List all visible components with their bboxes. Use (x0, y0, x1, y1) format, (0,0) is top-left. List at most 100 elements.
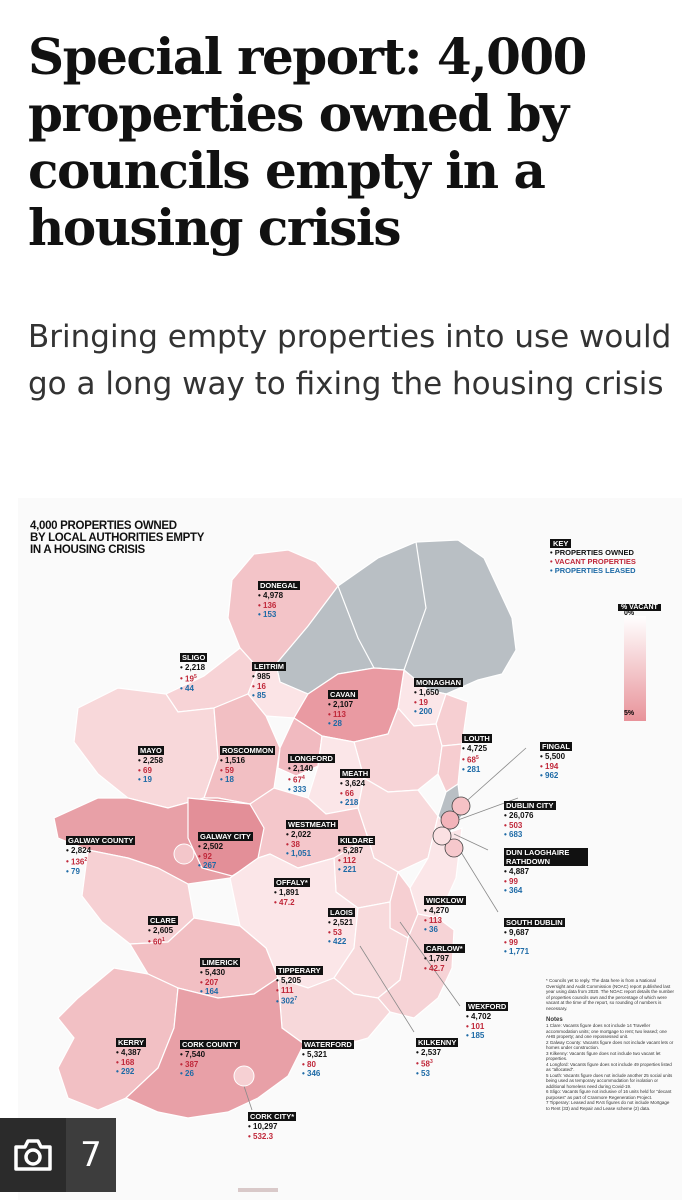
county-name: CARLOW* (424, 944, 465, 953)
county-label-tipperary: TIPPERARY5,2051113027 (276, 966, 323, 1006)
properties-leased-value: 44 (180, 684, 207, 694)
note-item: 2 Galway County: Vacants figure does not… (546, 1039, 674, 1051)
graphic-title-line: 4,000 PROPERTIES OWNED (30, 520, 177, 532)
properties-owned-value: 985 (252, 672, 286, 682)
vacant-properties-value: 583 (416, 1058, 458, 1069)
county-label-waterford: WATERFORD5,32180346 (302, 1040, 354, 1079)
county-name: WESTMEATH (286, 820, 338, 829)
county-name: CLARE (148, 916, 178, 925)
county-label-wexford: WEXFORD4,702101185 (466, 1002, 509, 1041)
article-headline: Special report: 4,000 properties owned b… (28, 27, 587, 257)
properties-leased-value: 85 (252, 691, 286, 701)
notes: * Councils yet to reply. The data here i… (546, 978, 674, 1111)
properties-owned-value: 4,702 (466, 1012, 508, 1022)
footnote-marker: 7 (294, 996, 298, 1002)
county-label-clare: CLARE2,605601 (148, 916, 178, 947)
vacant-properties-value: 685 (462, 754, 492, 765)
infographic[interactable]: 4,000 PROPERTIES OWNED BY LOCAL AUTHORIT… (18, 498, 682, 1200)
county-name: SOUTH DUBLIN (504, 918, 565, 927)
vacant-properties-value: 92 (198, 852, 253, 862)
note-item: 7 Tipperary: Leased and RAS figures do n… (546, 1100, 670, 1111)
county-name: MEATH (340, 769, 371, 778)
properties-owned-value: 5,500 (540, 752, 572, 762)
county-label-kildare: KILDARE5,287112221 (338, 836, 376, 875)
footnote-marker: 3 (429, 1058, 433, 1065)
vacant-properties-value: 136 (258, 601, 300, 611)
county-label-laois: LAOIS2,52153422 (328, 908, 355, 947)
properties-leased-value: 19 (138, 775, 164, 785)
properties-owned-value: 2,218 (180, 663, 207, 673)
notes-title: Notes (546, 1017, 563, 1023)
county-name: KILDARE (338, 836, 376, 845)
county-name: KILKENNY (416, 1038, 459, 1047)
properties-owned-value: 7,540 (180, 1050, 240, 1060)
properties-leased-value: 422 (328, 937, 355, 947)
vacant-properties-value: 111 (276, 986, 323, 996)
vacant-properties-value: 387 (180, 1060, 240, 1070)
article-subheadline: Bringing empty properties into use would… (28, 319, 672, 402)
county-name: KERRY (116, 1038, 146, 1047)
footnote-marker: 4 (301, 774, 305, 781)
properties-owned-value: 5,287 (338, 846, 375, 856)
properties-leased-value: 333 (288, 785, 335, 795)
county-name: OFFALY* (274, 878, 310, 887)
county-label-kerry: KERRY4,387168292 (116, 1038, 146, 1077)
vacant-properties-value: 99 (504, 938, 565, 948)
properties-leased-value: 267 (198, 861, 253, 871)
county-label-donegal: DONEGAL4,978136153 (258, 581, 300, 620)
footnote-marker: 5 (475, 754, 479, 761)
properties-owned-value: 4,387 (116, 1048, 146, 1058)
vacant-properties-value: 601 (148, 936, 178, 947)
county-name: CAVAN (328, 690, 358, 699)
vacant-properties-value: 53 (328, 928, 355, 938)
properties-leased-value: 153 (258, 610, 300, 620)
properties-owned-value: 5,205 (276, 976, 323, 986)
properties-owned-value: 2,824 (66, 846, 135, 856)
properties-leased-value: 221 (338, 865, 375, 875)
county-label-limerick: LIMERICK5,430207164 (200, 958, 241, 997)
county-label-sligo: SLIGO2,21819544 (180, 653, 208, 694)
properties-owned-value: 3,624 (340, 779, 370, 789)
properties-owned-value: 5,321 (302, 1050, 354, 1060)
vacant-properties-value: 1362 (66, 856, 135, 867)
county-name: SLIGO (180, 653, 208, 662)
fingal-region (437, 743, 463, 793)
legend-title: % VACANT (618, 604, 661, 611)
county-name: DONEGAL (258, 581, 300, 590)
properties-leased-value: 79 (66, 867, 135, 877)
vacant-properties-value: 674 (288, 774, 335, 785)
county-label-meath: MEATH3,62466218 (340, 769, 371, 808)
legend-gradient (624, 616, 646, 721)
note-item: 6 Sligo: Vacants figure not inclusive of… (546, 1089, 672, 1100)
county-label-offaly: OFFALY*1,89147.2 (274, 878, 310, 907)
footnote-marker: 1 (161, 936, 165, 943)
county-label-galway-county: GALWAY COUNTY2,824136279 (66, 836, 136, 877)
properties-owned-value: 2,537 (416, 1048, 458, 1058)
properties-owned-value: 2,502 (198, 842, 253, 852)
county-name: WATERFORD (302, 1040, 354, 1049)
vacant-properties-value: 207 (200, 978, 240, 988)
vacant-properties-value: 69 (138, 766, 164, 776)
vacant-properties-value: 101 (466, 1022, 508, 1032)
note-item: 1 Clare: Vacants figure does not include… (546, 1023, 667, 1039)
vacant-properties-value: 47.2 (274, 898, 310, 908)
county-label-roscommon: ROSCOMMON1,5165918 (220, 746, 276, 785)
footnote-marker: 5 (193, 673, 197, 680)
county-label-galway-city: GALWAY CITY2,50292267 (198, 832, 253, 871)
footnote-marker: 2 (84, 856, 88, 863)
note-item: 5 Louth: Vacants figure does not include… (546, 1072, 673, 1089)
county-name: LONGFORD (288, 754, 335, 763)
properties-leased-value: 18 (220, 775, 275, 785)
properties-leased-value: 1,051 (286, 849, 338, 859)
graphic-title-line: IN A HOUSING CRISIS (30, 544, 145, 556)
properties-owned-value: 4,887 (504, 867, 588, 877)
county-label-dun-laoghaire-rathdown: DUN LAOGHAIRE RATHDOWN4,88799364 (504, 848, 588, 896)
gallery-button[interactable]: 7 (0, 1118, 116, 1192)
vacant-properties-value: 38 (286, 840, 338, 850)
properties-owned-value: 2,022 (286, 830, 338, 840)
key-owned: PROPERTIES OWNED (550, 548, 636, 557)
county-name: GALWAY COUNTY (66, 836, 136, 845)
vacant-properties-value: 194 (540, 762, 572, 772)
key-leased: PROPERTIES LEASED (550, 566, 636, 575)
graphic-title: 4,000 PROPERTIES OWNED BY LOCAL AUTHORIT… (30, 520, 250, 556)
